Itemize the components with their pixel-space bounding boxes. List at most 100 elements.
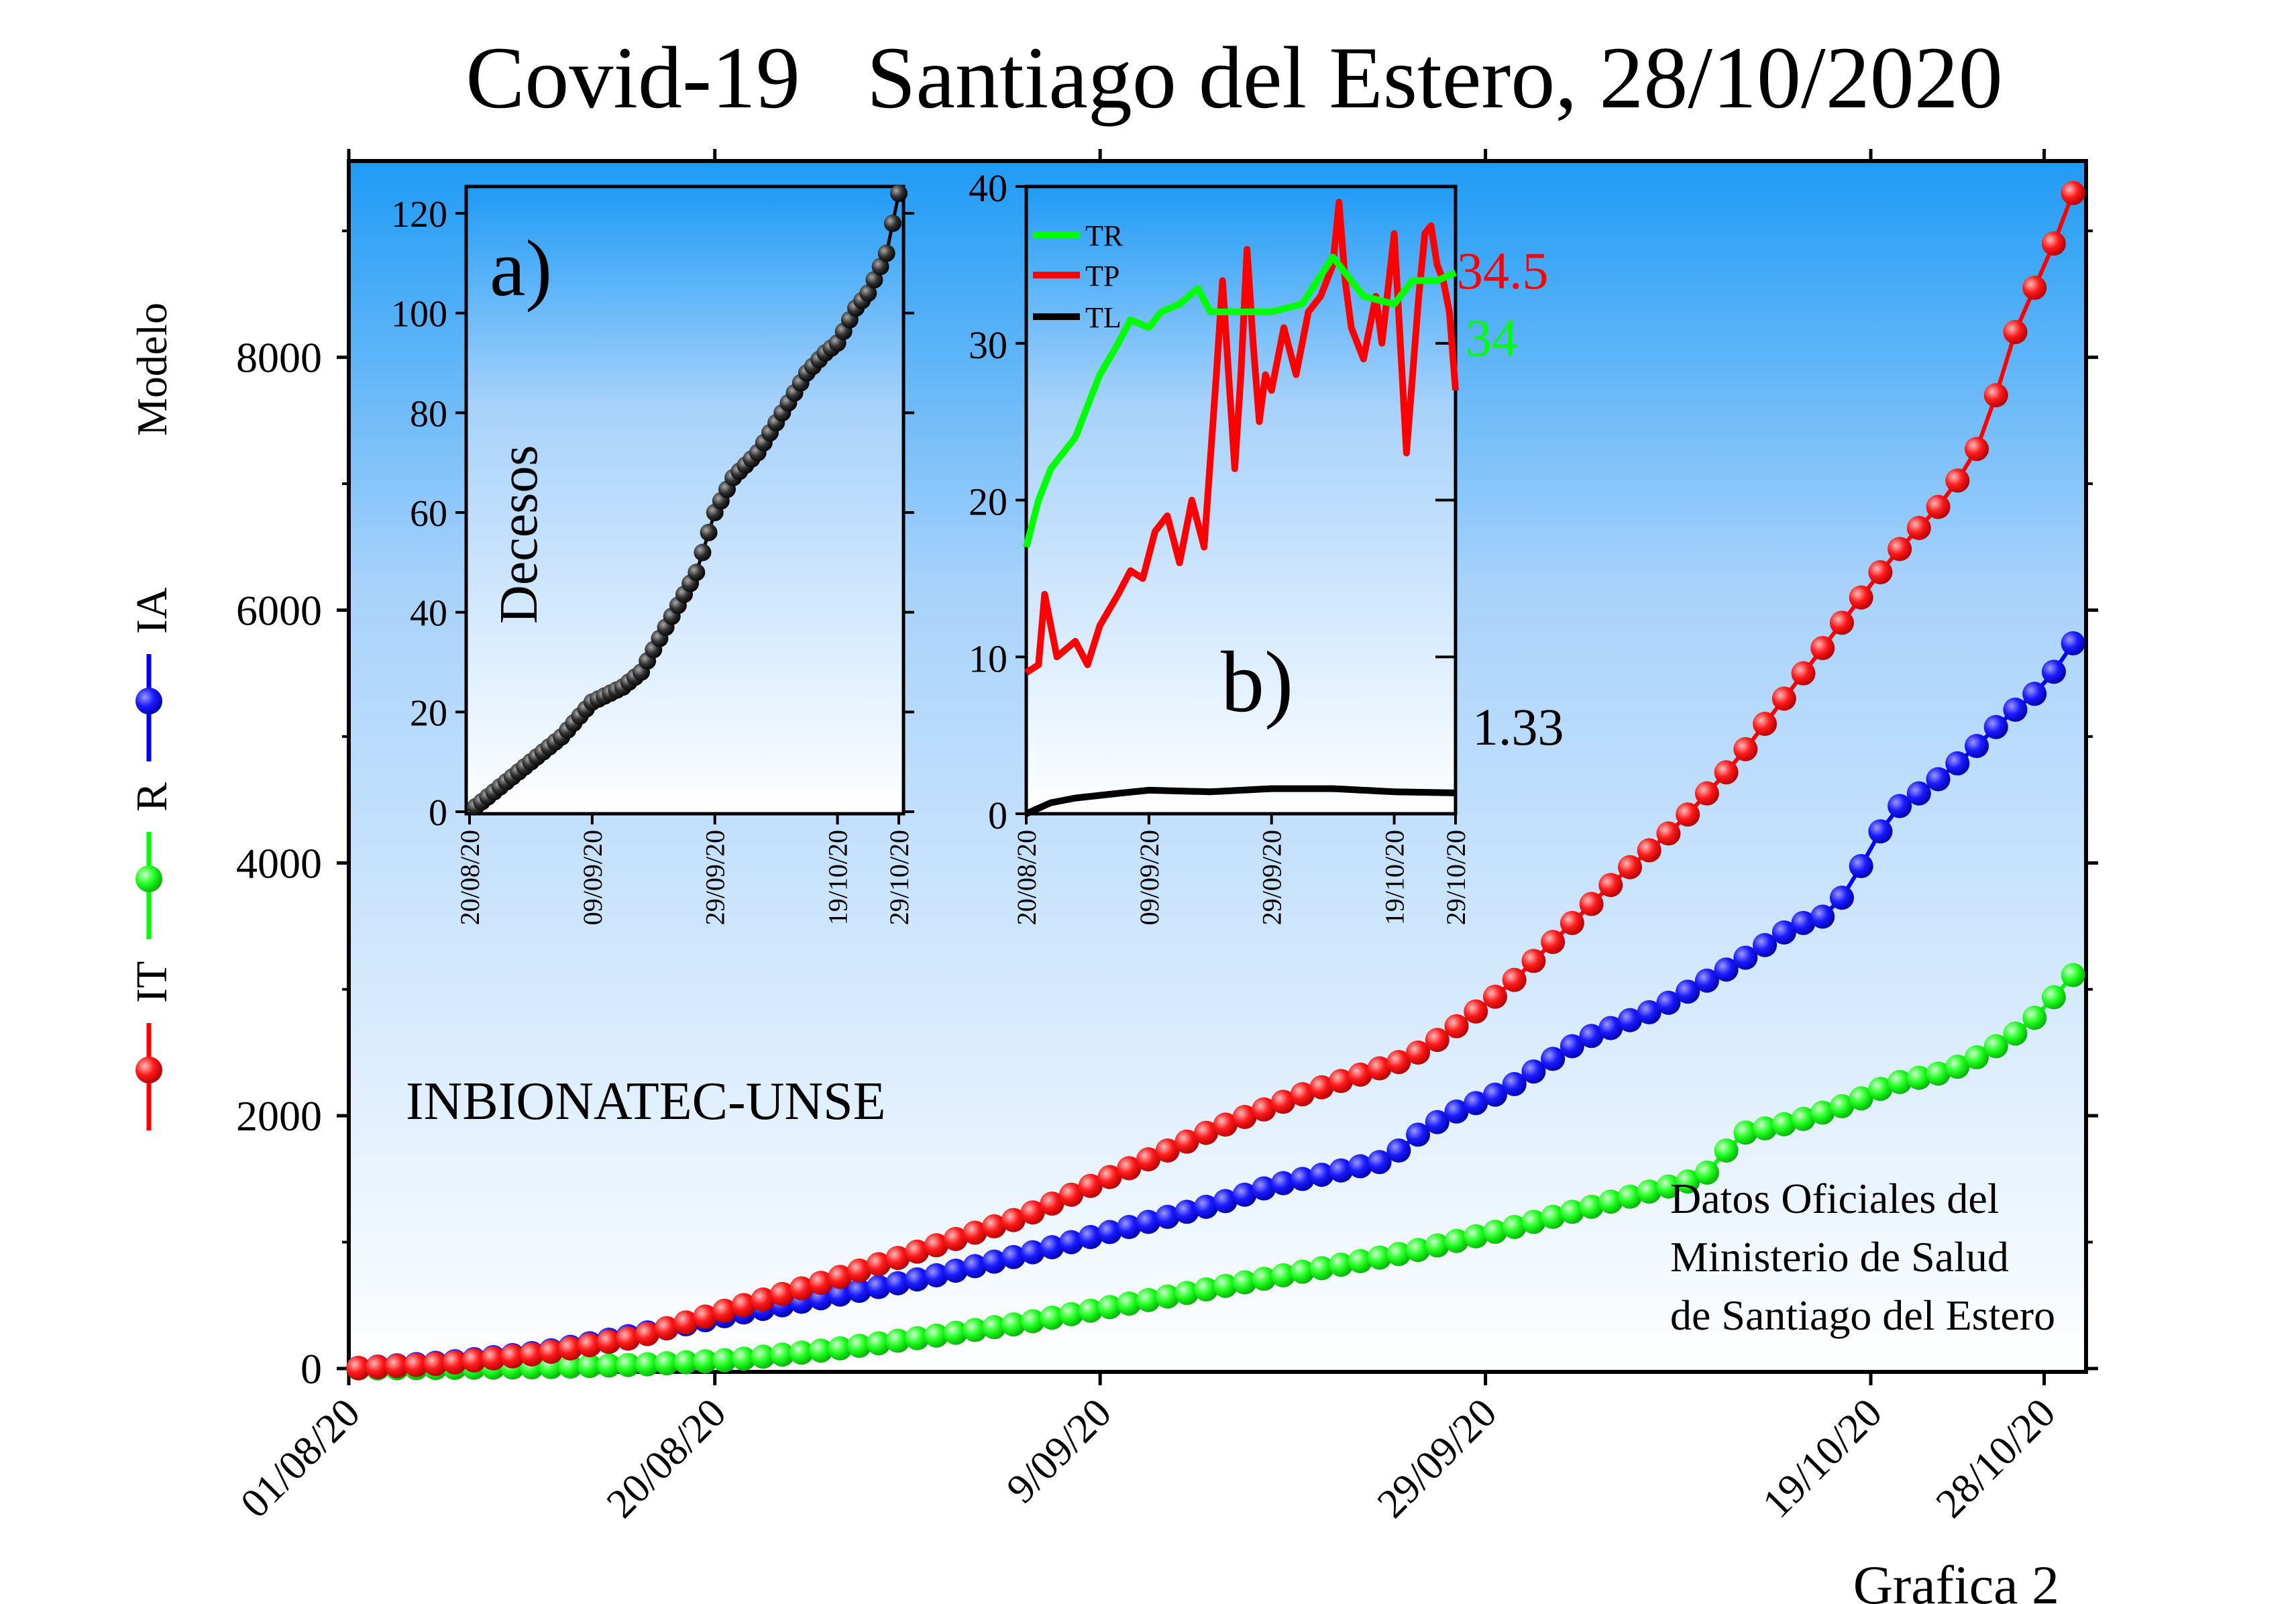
data-point-it xyxy=(808,1271,833,1295)
data-point-r xyxy=(1367,1245,1392,1270)
data-point-r xyxy=(1078,1298,1103,1323)
data-point-ia xyxy=(943,1259,968,1283)
data-point-it xyxy=(1656,821,1681,846)
data-point-r xyxy=(1040,1305,1064,1330)
data-point-ia xyxy=(1406,1122,1431,1147)
inset-b-y-tick-label: 0 xyxy=(988,794,1007,837)
data-point-r xyxy=(616,1352,641,1377)
data-point-ia xyxy=(1888,794,1912,818)
data-point-r xyxy=(558,1354,583,1379)
data-point-ia xyxy=(1290,1167,1315,1191)
data-point-it xyxy=(1791,661,1816,686)
data-point-it xyxy=(1406,1040,1431,1065)
data-point-r xyxy=(654,1351,679,1376)
data-point-r xyxy=(808,1338,833,1363)
data-point-it xyxy=(712,1298,737,1323)
data-point-ia xyxy=(1618,1008,1643,1032)
data-point-it xyxy=(1482,984,1507,1009)
inset-b-end-label: 34.5 xyxy=(1457,242,1549,300)
inset-a-x-tick-label: 29/09/20 xyxy=(700,830,730,925)
inset-b-y-tick-label: 40 xyxy=(969,166,1007,210)
data-point-it xyxy=(1733,737,1758,761)
data-point-it xyxy=(1117,1156,1142,1181)
data-point-ia xyxy=(2041,659,2066,684)
main-y-tick-label: 8000 xyxy=(236,334,322,382)
main-x-tick-label: 28/10/20 xyxy=(1927,1390,2064,1527)
data-point-r xyxy=(1059,1301,1084,1326)
data-point-r xyxy=(1232,1270,1257,1295)
data-point-ia xyxy=(1425,1110,1450,1134)
data-point-it xyxy=(384,1354,409,1379)
legend-marker-ia xyxy=(135,688,162,714)
main-y-axis-labels: 0 2000 4000 6000 8000 xyxy=(236,334,322,1393)
data-point-it xyxy=(481,1346,506,1371)
data-point-it xyxy=(1965,437,1989,462)
data-point-it xyxy=(731,1293,756,1318)
data-point-it xyxy=(1444,1014,1469,1038)
data-point-it xyxy=(2003,319,2028,344)
data-point-ia xyxy=(1444,1099,1469,1124)
data-point-r xyxy=(1868,1077,1893,1102)
data-point-it xyxy=(1271,1089,1296,1114)
data-point-r xyxy=(596,1353,621,1378)
data-point-it xyxy=(943,1226,968,1251)
data-point-it xyxy=(751,1287,775,1312)
data-point-it xyxy=(1097,1165,1122,1189)
data-point-r xyxy=(2022,1006,2047,1030)
data-point-r xyxy=(635,1352,660,1377)
data-point-it xyxy=(789,1276,814,1301)
data-point-ia xyxy=(1637,1000,1661,1024)
main-y-tick-label: 4000 xyxy=(236,839,322,887)
data-point-it xyxy=(1425,1028,1450,1053)
data-point-ia xyxy=(905,1267,930,1292)
main-x-tick-label: 01/08/20 xyxy=(232,1390,369,1527)
data-point-it xyxy=(1579,892,1604,916)
data-point-it xyxy=(1906,516,1931,540)
data-point-r xyxy=(1464,1224,1488,1248)
data-point-r xyxy=(789,1340,814,1365)
data-point-r xyxy=(1097,1295,1122,1320)
data-point-ia xyxy=(1252,1176,1276,1201)
data-point-it xyxy=(1676,802,1700,827)
data-point-it xyxy=(673,1310,698,1335)
data-point-r xyxy=(1791,1106,1816,1131)
data-point-ia xyxy=(1329,1158,1354,1183)
inset-b-legend-label-tl: TL xyxy=(1085,301,1122,334)
data-point-it xyxy=(519,1342,544,1367)
data-point-ia xyxy=(924,1263,949,1287)
data-point-r xyxy=(1271,1263,1296,1287)
inset-a-x-tick-label: 20/08/20 xyxy=(455,830,485,925)
data-point-ia xyxy=(847,1279,872,1303)
data-point-it xyxy=(1521,949,1546,973)
inset-b-y-tick-label: 20 xyxy=(969,480,1007,524)
data-point-ia xyxy=(1560,1034,1584,1059)
data-point-it xyxy=(578,1333,602,1358)
data-point-ia xyxy=(1983,714,2008,739)
data-point-r xyxy=(866,1331,891,1356)
data-point-it xyxy=(1926,494,1951,519)
data-point-ia xyxy=(1213,1189,1238,1214)
data-point-it xyxy=(654,1316,679,1340)
data-point-r xyxy=(1714,1138,1739,1163)
data-point-it xyxy=(1329,1069,1354,1093)
data-point-r xyxy=(2003,1021,2028,1046)
data-point-ia xyxy=(1829,886,1854,910)
legend-label-ia: IA xyxy=(127,587,176,634)
main-legend: Modelo IT R IA xyxy=(127,303,176,1130)
data-point-ia xyxy=(1020,1240,1045,1265)
legend-header: Modelo xyxy=(128,303,176,436)
data-point-r xyxy=(1425,1233,1450,1258)
data-point-ia xyxy=(1733,945,1758,970)
data-point-ia xyxy=(828,1282,853,1307)
inset-b-x-tick-label: 19/10/20 xyxy=(1380,830,1410,925)
data-point-it xyxy=(1464,999,1488,1024)
data-point-ia xyxy=(1117,1214,1142,1239)
data-point-r xyxy=(1001,1312,1026,1337)
data-point-it xyxy=(1753,712,1778,737)
data-point-it xyxy=(2061,180,2085,205)
data-point-ia xyxy=(885,1271,910,1295)
data-point-r xyxy=(1906,1065,1931,1090)
data-point-r xyxy=(982,1315,1007,1340)
data-point-r xyxy=(578,1354,602,1379)
data-point-it xyxy=(1541,930,1566,955)
